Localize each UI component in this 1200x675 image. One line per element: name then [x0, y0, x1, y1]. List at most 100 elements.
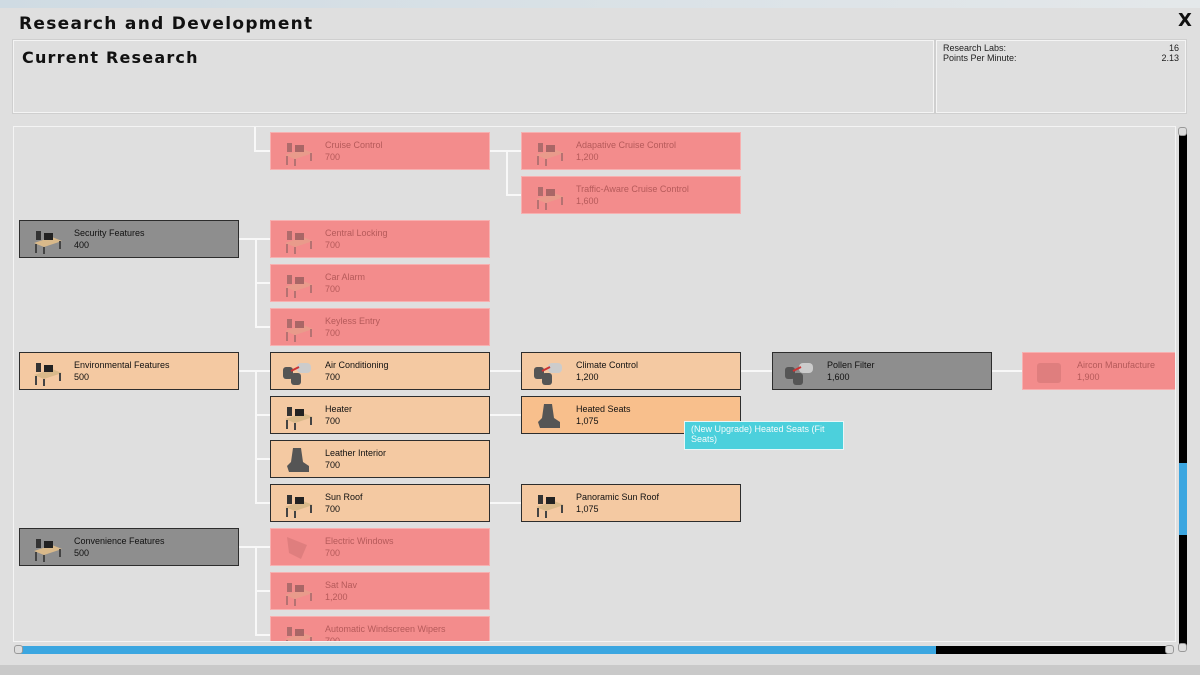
vertical-scroll-thumb[interactable]	[1179, 463, 1187, 535]
node-cost: 1,075	[576, 504, 599, 514]
node-cost: 1,075	[576, 416, 599, 426]
node-name: Automatic Windscreen Wipers	[325, 624, 446, 634]
node-name: Pollen Filter	[827, 360, 875, 370]
node-cost: 700	[325, 504, 341, 514]
node-cost: 700	[325, 284, 341, 294]
research-node-panoramic-sun-roof[interactable]: Panoramic Sun Roof 1,075	[521, 484, 741, 522]
node-cost: 400	[74, 240, 90, 250]
connector-line	[506, 414, 521, 416]
node-name: Climate Control	[576, 360, 639, 370]
connector-line	[1007, 370, 1022, 372]
connector-line	[255, 370, 257, 504]
node-cost: 1,900	[1077, 372, 1100, 382]
stats-panel: Research Labs: 16 Points Per Minute: 2.13	[935, 39, 1187, 114]
desk-icon	[281, 489, 315, 519]
research-tree[interactable]: Cruise Control 700 Adapative Cruise Contro…	[13, 126, 1176, 642]
research-node-convenience-features[interactable]: Convenience Features 500	[19, 528, 239, 566]
research-node-keyless-entry[interactable]: Keyless Entry 700	[270, 308, 490, 346]
machine-icon	[1033, 357, 1067, 387]
stat-value: 2.13	[1161, 53, 1179, 63]
horizontal-scroll-thumb[interactable]	[20, 646, 936, 654]
node-cost: 700	[325, 152, 341, 162]
connector-line	[255, 326, 270, 328]
desk-icon	[30, 357, 64, 387]
node-name: Heater	[325, 404, 353, 414]
desk-icon	[532, 489, 566, 519]
node-name: Sat Nav	[325, 580, 358, 590]
stat-label: Points Per Minute:	[943, 53, 1017, 63]
desk-icon	[281, 225, 315, 255]
research-node-cruise-control[interactable]: Cruise Control 700	[270, 132, 490, 170]
research-node-adapative-cruise-control[interactable]: Adapative Cruise Control 1,200	[521, 132, 741, 170]
desk-icon	[532, 181, 566, 211]
research-node-heater[interactable]: Heater 700	[270, 396, 490, 434]
connector-line	[255, 282, 270, 284]
stat-research-labs: Research Labs: 16	[943, 43, 1179, 53]
desk-icon	[281, 621, 315, 641]
research-node-sat-nav[interactable]: Sat Nav 1,200	[270, 572, 490, 610]
scroll-up-button[interactable]	[1178, 127, 1187, 136]
connector-line	[255, 502, 270, 504]
node-name: Convenience Features	[74, 536, 165, 546]
node-name: Traffic-Aware Cruise Control	[576, 184, 689, 194]
connector-line	[255, 458, 270, 460]
connector-line	[506, 370, 521, 372]
connector-line	[255, 590, 270, 592]
connector-line	[490, 502, 506, 504]
tooltip: (New Upgrade) Heated Seats (Fit Seats)	[684, 421, 844, 450]
research-node-car-alarm[interactable]: Car Alarm 700	[270, 264, 490, 302]
connector-line	[255, 370, 270, 372]
node-cost: 1,200	[576, 372, 599, 382]
research-node-security-features[interactable]: Security Features 400	[19, 220, 239, 258]
node-name: Air Conditioning	[325, 360, 389, 370]
connector-line	[239, 546, 255, 548]
research-node-air-conditioning[interactable]: Air Conditioning 700	[270, 352, 490, 390]
window-title: Research and Development	[19, 14, 314, 34]
current-research-panel: Current Research	[12, 39, 935, 114]
research-node-electric-windows[interactable]: Electric Windows 700	[270, 528, 490, 566]
node-name: Electric Windows	[325, 536, 394, 546]
node-cost: 700	[325, 636, 341, 642]
connector-line	[254, 150, 270, 152]
connector-line	[490, 370, 506, 372]
node-name: Adapative Cruise Control	[576, 140, 677, 150]
desk-icon	[281, 577, 315, 607]
research-node-pollen-filter[interactable]: Pollen Filter 1,600	[772, 352, 992, 390]
node-cost: 700	[325, 328, 341, 338]
research-node-aircon-manufacture[interactable]: Aircon Manufacture 1,900	[1022, 352, 1175, 390]
scroll-down-button[interactable]	[1178, 643, 1187, 652]
scroll-right-button[interactable]	[1165, 645, 1174, 654]
research-node-traffic-aware-cruise-control[interactable]: Traffic-Aware Cruise Control 1,600	[521, 176, 741, 214]
node-cost: 700	[325, 240, 341, 250]
connector-line	[254, 127, 256, 150]
node-name: Security Features	[74, 228, 145, 238]
stat-value: 16	[1168, 43, 1179, 53]
research-node-automatic-windscreen-wipers[interactable]: Automatic Windscreen Wipers 700	[270, 616, 490, 642]
research-node-leather-interior[interactable]: Leather Interior 700	[270, 440, 490, 478]
node-name: Keyless Entry	[325, 316, 381, 326]
node-cost: 1,200	[325, 592, 348, 602]
node-cost: 500	[74, 372, 90, 382]
node-cost: 700	[325, 372, 341, 382]
desk-icon	[281, 313, 315, 343]
connector-line	[506, 150, 508, 196]
aircon-unit-icon	[783, 357, 817, 387]
research-node-sun-roof[interactable]: Sun Roof 700	[270, 484, 490, 522]
connector-line	[506, 150, 521, 152]
connector-line	[239, 370, 255, 372]
connector-line	[490, 414, 506, 416]
research-node-climate-control[interactable]: Climate Control 1,200	[521, 352, 741, 390]
node-name: Aircon Manufacture	[1077, 360, 1156, 370]
node-name: Leather Interior	[325, 448, 387, 458]
horizontal-scrollbar[interactable]	[16, 646, 1173, 654]
aircon-unit-icon	[532, 357, 566, 387]
research-node-central-locking[interactable]: Central Locking 700	[270, 220, 490, 258]
research-node-environmental-features[interactable]: Environmental Features 500	[19, 352, 239, 390]
connector-line	[239, 238, 255, 240]
window-top-strip	[0, 0, 1200, 8]
node-name: Car Alarm	[325, 272, 366, 282]
window-icon	[281, 533, 315, 563]
vertical-scrollbar[interactable]	[1179, 130, 1187, 650]
scroll-left-button[interactable]	[14, 645, 23, 654]
close-button[interactable]: X	[1178, 10, 1192, 31]
